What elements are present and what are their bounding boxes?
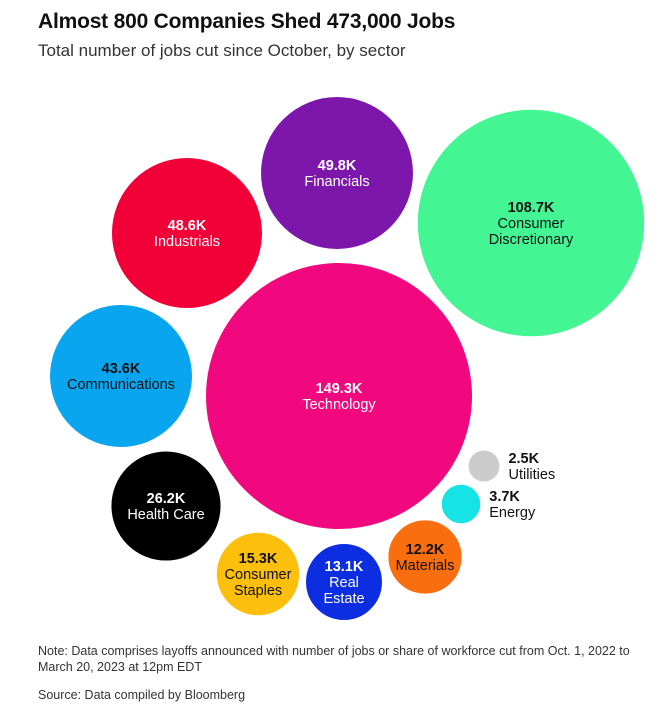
sector-label-consumer-discretionary: Discretionary	[489, 232, 574, 248]
value-label-health-care: 26.2K	[147, 491, 186, 507]
sector-label-energy: Energy	[489, 505, 536, 521]
value-label-utilities: 2.5K	[508, 451, 539, 467]
value-label-financials: 49.8K	[318, 158, 357, 174]
bubble-circle-technology	[204, 261, 474, 531]
value-label-consumer-discretionary: 108.7K	[508, 200, 555, 216]
bubble-circle-consumer-staples	[214, 530, 302, 618]
sector-label-consumer-discretionary: Consumer	[498, 216, 565, 232]
bubble-circle-real-estate	[304, 542, 384, 622]
value-label-energy: 3.7K	[489, 489, 520, 505]
sector-label-materials: Materials	[396, 558, 455, 574]
value-label-real-estate: 13.1K	[325, 559, 364, 575]
bubble-circle-utilities	[466, 448, 502, 484]
value-label-industrials: 48.6K	[168, 218, 207, 234]
source-note: Source: Data compiled by Bloomberg	[38, 688, 246, 702]
bubble-circle-industrials	[109, 155, 265, 311]
bubble-circle-financials	[259, 95, 415, 251]
footnote: Note: Data comprises layoffs announced w…	[38, 644, 630, 674]
bubble-circle-energy	[439, 482, 483, 526]
value-label-consumer-staples: 15.3K	[239, 551, 278, 567]
bubble-circle-consumer-discretionary	[415, 107, 647, 339]
sector-label-health-care: Health Care	[127, 507, 204, 523]
sector-label-real-estate: Estate	[323, 591, 364, 607]
sector-label-utilities: Utilities	[508, 467, 555, 483]
bubble-circle-health-care	[109, 449, 223, 563]
sector-label-technology: Technology	[302, 397, 376, 413]
bubble-circle-communications	[48, 303, 194, 449]
sector-label-consumer-staples: Staples	[234, 583, 282, 599]
bubble-chart: 149.3KTechnology108.7KConsumerDiscretion…	[48, 95, 647, 622]
sector-label-financials: Financials	[304, 174, 369, 190]
value-label-materials: 12.2K	[406, 542, 445, 558]
sector-label-communications: Communications	[67, 377, 175, 393]
value-label-technology: 149.3K	[316, 381, 363, 397]
chart-subtitle: Total number of jobs cut since October, …	[38, 41, 406, 60]
chart-title: Almost 800 Companies Shed 473,000 Jobs	[38, 10, 456, 33]
sector-label-industrials: Industrials	[154, 234, 220, 250]
bubble-circle-materials	[386, 518, 464, 596]
sector-label-consumer-staples: Consumer	[225, 567, 292, 583]
value-label-communications: 43.6K	[102, 361, 141, 377]
sector-label-real-estate: Real	[329, 575, 359, 591]
